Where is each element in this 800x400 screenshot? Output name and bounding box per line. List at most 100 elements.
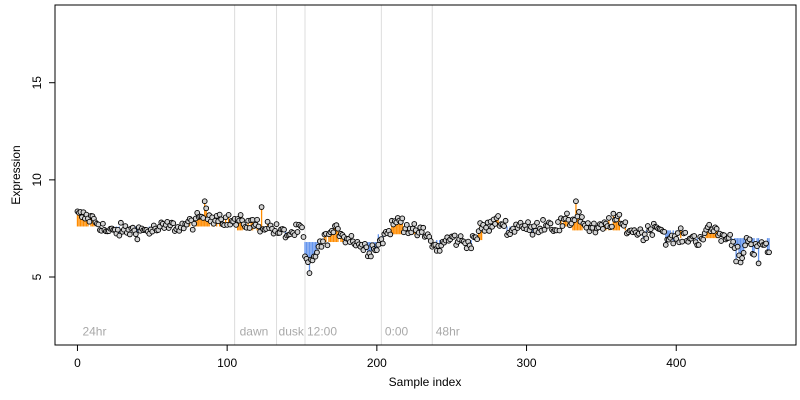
annotation-label: dawn (240, 324, 269, 338)
data-point (661, 228, 668, 235)
data-point (670, 240, 677, 247)
data-point (299, 224, 305, 231)
annotation-label: 24hr (82, 324, 106, 338)
data-point (233, 222, 239, 228)
data-point (730, 238, 736, 245)
data-point (411, 221, 418, 227)
data-point (324, 242, 331, 249)
data-point (399, 215, 406, 222)
data-point (216, 211, 223, 218)
data-point (201, 198, 208, 205)
data-point (682, 229, 689, 236)
data-point (335, 225, 341, 232)
data-point (451, 232, 458, 239)
x-axis: 0 100 200 300 400 (74, 344, 687, 370)
y-tick-label: 5 (30, 273, 44, 280)
data-point (556, 227, 563, 234)
data-point (579, 214, 585, 220)
data-point (281, 226, 287, 233)
data-point (273, 221, 280, 227)
data-point (379, 240, 386, 247)
data-point (700, 236, 707, 243)
data-point (373, 247, 380, 253)
annotation-label: 48hr (436, 324, 460, 338)
data-point (264, 218, 271, 225)
data-point (403, 221, 410, 228)
data-point (427, 238, 434, 244)
data-point (474, 236, 480, 243)
data-point (559, 223, 566, 229)
data-point (755, 260, 762, 267)
data-point (254, 216, 260, 223)
y-tick-label: 10 (30, 173, 44, 187)
data-point (300, 234, 307, 240)
data-point (649, 232, 656, 238)
data-point (95, 221, 102, 228)
data-point (695, 242, 702, 248)
data-point (643, 235, 650, 242)
data-point (751, 251, 757, 258)
data-point (468, 245, 475, 252)
data-point (134, 236, 141, 243)
data-point (191, 220, 198, 227)
x-tick-label: 400 (666, 356, 686, 370)
data-point (294, 229, 301, 235)
data-point (734, 243, 741, 250)
data-point (748, 241, 754, 248)
data-point (501, 223, 507, 229)
data-point (766, 249, 772, 256)
data-point (706, 221, 713, 228)
data-point (457, 233, 464, 239)
data-point (320, 238, 326, 245)
data-point (122, 223, 129, 229)
x-tick-label: 300 (517, 356, 537, 370)
data-point (585, 220, 591, 226)
data-point (189, 226, 196, 233)
data-point (555, 219, 561, 225)
data-point (691, 233, 698, 239)
data-point (436, 248, 443, 254)
x-tick-label: 0 (74, 356, 81, 370)
data-point (529, 231, 536, 238)
data-point (713, 225, 720, 232)
data-point (387, 231, 394, 238)
data-point (616, 211, 623, 218)
data-point (609, 223, 615, 230)
data-point (368, 253, 374, 260)
data-point (727, 231, 733, 238)
data-point (330, 229, 337, 236)
data-point (576, 209, 582, 215)
y-axis-label: Expression (9, 145, 23, 204)
data-point (118, 219, 124, 226)
data-point (677, 225, 684, 232)
data-point (534, 219, 540, 226)
data-point (86, 218, 93, 225)
data-point (258, 204, 265, 210)
data-point (225, 212, 232, 218)
data-point (740, 249, 747, 256)
annotation-label: 12:00 (307, 324, 337, 338)
data-point (170, 220, 177, 227)
data-point (314, 249, 320, 256)
data-point (100, 220, 106, 227)
data-point (746, 236, 753, 243)
data-point (420, 224, 427, 231)
data-point (574, 213, 581, 220)
data-point (742, 242, 748, 249)
data-point (525, 219, 531, 225)
x-axis-label: Sample index (389, 375, 462, 389)
x-tick-label: 200 (367, 356, 387, 370)
data-point (348, 233, 355, 239)
annotation-label: dusk (279, 324, 305, 338)
y-tick-label: 15 (30, 76, 44, 90)
data-point (363, 244, 370, 251)
data-point (132, 231, 139, 238)
data-point (492, 221, 498, 227)
data-point (739, 255, 745, 261)
data-point (763, 240, 769, 247)
data-point (673, 236, 680, 242)
y-axis: 5 10 15 (30, 76, 56, 280)
data-point (622, 219, 629, 226)
data-point (679, 238, 686, 245)
